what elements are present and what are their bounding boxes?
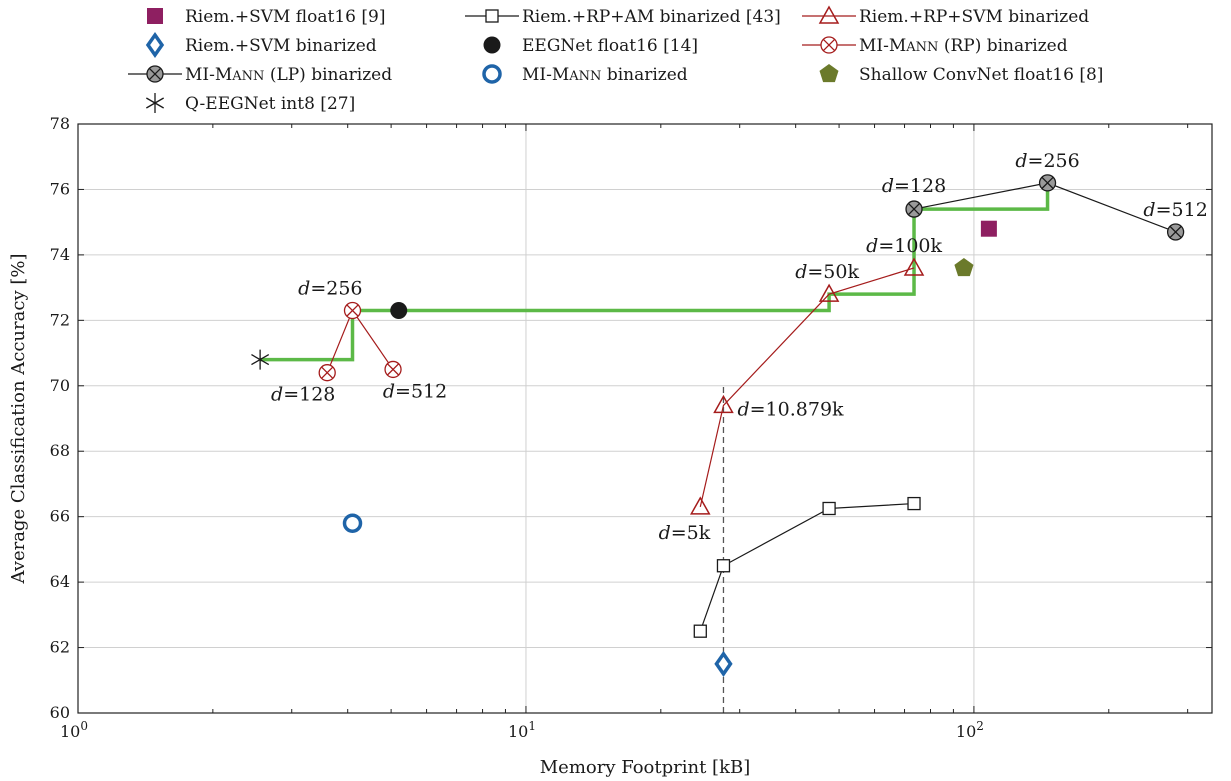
legend-item: Riem.+RP+AM binarized [43] — [465, 7, 781, 27]
point-annotation: d=50k — [795, 261, 859, 283]
data-point — [384, 360, 402, 379]
y-tick-label: 76 — [50, 179, 70, 198]
legend-label: MI-MANN binarized — [522, 65, 688, 85]
legend-item: Riem.+SVM float16 [9] — [147, 7, 385, 27]
series-line — [699, 502, 915, 632]
series-eegnet-float16-14 — [390, 302, 408, 320]
legend-item: MI-MANN binarized — [482, 64, 688, 85]
legend-item: EEGNet float16 [14] — [483, 36, 698, 56]
point-annotation: d=256 — [1015, 150, 1079, 172]
legend-item: Riem.+SVM binarized — [145, 31, 377, 59]
data-point — [954, 258, 974, 277]
legend-label: MI-MANN (LP) binarized — [185, 65, 392, 85]
data-point — [716, 559, 731, 573]
data-point — [980, 220, 997, 237]
series-riem-svm-float16-9 — [980, 220, 997, 237]
series-riem-svm-binarized — [714, 650, 733, 677]
legend-item: MI-MANN (RP) binarized — [802, 36, 1068, 56]
point-annotation: d=512 — [1143, 199, 1207, 221]
legend-label: Riem.+RP+SVM binarized — [859, 7, 1089, 27]
y-tick-label: 70 — [50, 376, 70, 395]
data-point — [713, 394, 734, 414]
data-point — [690, 496, 711, 515]
legend-marker — [147, 8, 163, 24]
legend-item: Riem.+RP+SVM binarized — [802, 5, 1089, 27]
x-tick-label: 102 — [956, 719, 984, 741]
legend-marker — [818, 5, 840, 24]
series-mi-mann-binarized — [342, 513, 363, 533]
data-point — [818, 283, 840, 302]
pareto-front-line — [260, 182, 1050, 362]
annotations: d=256 d=128 d=512 d=128 d=256 d=512 d=100k d=50… — [271, 150, 1208, 544]
legend-item: MI-MANN (LP) binarized — [128, 65, 392, 85]
legend-marker — [146, 65, 164, 83]
y-tick-label: 74 — [50, 245, 70, 264]
series-shallow-convnet-float16-8 — [954, 258, 974, 277]
legend: Riem.+SVM float16 [9] Riem.+RP+AM binariz… — [128, 5, 1103, 114]
legend-label: MI-MANN (RP) binarized — [859, 36, 1068, 56]
point-annotation: d=5k — [659, 522, 711, 544]
point-annotation: d=100k — [866, 235, 942, 257]
legend-marker — [483, 36, 501, 54]
data-point — [390, 302, 408, 320]
legend-marker — [146, 93, 164, 113]
legend-marker — [820, 36, 838, 54]
series-line — [699, 267, 915, 507]
data-point — [318, 364, 336, 382]
y-tick-label: 62 — [50, 638, 70, 657]
y-tick-label: 68 — [50, 441, 70, 460]
data-point — [1166, 223, 1185, 241]
grid — [78, 124, 1212, 713]
legend-marker — [485, 9, 499, 23]
y-axis-label: Average Classification Accuracy [%] — [8, 254, 29, 585]
x-tick-label: 100 — [60, 719, 88, 741]
legend-label: Riem.+SVM binarized — [185, 36, 377, 56]
series-mi-mann-rp-binarized — [318, 301, 402, 382]
point-annotation: d=10.879k — [737, 398, 844, 420]
series-q-eegnet-int8-27 — [251, 349, 270, 370]
legend-item: Q-EEGNet int8 [27] — [146, 93, 355, 114]
point-annotation: d=128 — [882, 175, 946, 197]
point-annotation: d=128 — [271, 384, 335, 406]
y-tick-label: 72 — [50, 310, 70, 329]
point-annotation: d=512 — [383, 380, 447, 402]
legend-label: Riem.+RP+AM binarized [43] — [522, 7, 781, 27]
plot-frame — [77, 123, 1213, 714]
data-point — [822, 501, 836, 516]
data-point — [342, 513, 363, 533]
series-mi-mann-lp-binarized — [905, 174, 1185, 241]
x-axis-label: Memory Footprint [kB] — [540, 757, 751, 778]
legend-label: Riem.+SVM float16 [9] — [185, 7, 385, 27]
y-tick-label: 64 — [50, 572, 70, 591]
point-annotation: d=256 — [298, 278, 362, 300]
y-tick-label: 60 — [50, 703, 70, 722]
legend-marker — [819, 64, 839, 83]
x-tick-label: 101 — [508, 719, 536, 741]
data-point — [693, 624, 707, 638]
data-point — [903, 257, 925, 276]
data-point — [714, 650, 733, 677]
data-point — [251, 349, 270, 370]
y-tick-label: 66 — [50, 507, 70, 526]
y-tick-label: 78 — [50, 114, 70, 133]
legend-marker — [145, 31, 165, 59]
data-point — [343, 301, 362, 320]
legend-marker — [482, 64, 502, 84]
series-riem-rp-svm-binarized — [690, 257, 925, 515]
data-point — [1038, 174, 1057, 192]
ticks: 100 101 102 60 62 64 66 68 70 72 74 76 78 — [50, 114, 1212, 741]
data-point — [905, 200, 923, 218]
data-point — [907, 496, 921, 511]
legend-label: Q-EEGNet int8 [27] — [185, 94, 355, 114]
series-riem-rp-am-binarized-43 — [693, 496, 921, 638]
legend-item: Shallow ConvNet float16 [8] — [819, 64, 1103, 85]
legend-label: EEGNet float16 [14] — [522, 36, 698, 56]
legend-label: Shallow ConvNet float16 [8] — [859, 65, 1103, 85]
